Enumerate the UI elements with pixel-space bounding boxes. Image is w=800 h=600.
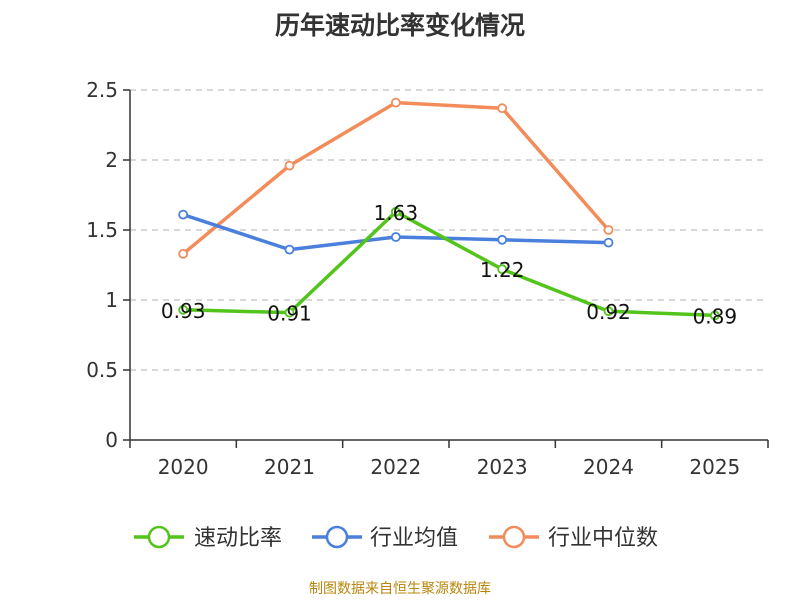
legend-swatch-marker xyxy=(502,525,526,549)
series-0-line xyxy=(183,210,715,318)
data-label: 1.22 xyxy=(480,258,525,282)
x-tick-label: 2025 xyxy=(689,455,740,479)
data-label: 0.93 xyxy=(161,299,206,323)
y-tick-label: 1.5 xyxy=(86,218,118,242)
series-2-point xyxy=(284,160,295,171)
series-1-point xyxy=(390,232,401,242)
series-0-point xyxy=(603,306,614,317)
legend: 速动比率 行业均值 行业中位数 xyxy=(134,525,658,551)
series-1-point xyxy=(603,237,614,248)
series-0-point xyxy=(390,206,401,217)
x-tick-label: 2020 xyxy=(158,455,209,479)
data-labels: 0.93 0.91 1.63 1.22 0.92 0.89 xyxy=(161,201,737,329)
x-tick-label: 2024 xyxy=(583,455,634,479)
series-1-point xyxy=(284,244,295,255)
y-tick-label: 2 xyxy=(105,148,118,172)
x-tick-label: 2022 xyxy=(370,455,421,479)
legend-label: 行业均值 xyxy=(370,526,458,551)
data-label: 0.89 xyxy=(693,304,738,328)
series-1-point xyxy=(497,234,508,245)
chart-title: 历年速动比率变化情况 xyxy=(274,11,525,40)
series-0-point xyxy=(497,264,508,275)
legend-label: 行业中位数 xyxy=(548,526,658,551)
series-2-point xyxy=(497,103,508,114)
axes: 0 0.5 1 1.5 2 2.5 2020 2021 2022 2023 2024 2025 xyxy=(86,78,769,479)
data-label: 0.91 xyxy=(267,302,312,326)
series-0-point xyxy=(284,307,295,318)
series-2-point xyxy=(178,248,189,259)
series-2-point xyxy=(390,97,401,108)
series-lines xyxy=(178,97,720,321)
legend-swatch-marker xyxy=(325,525,349,549)
y-tick-label: 0.5 xyxy=(86,358,118,382)
series-0-point xyxy=(178,304,189,315)
x-tick-label: 2021 xyxy=(264,455,315,479)
y-tick-label: 2.5 xyxy=(86,78,118,102)
legend-swatch-marker xyxy=(147,525,171,549)
gridlines xyxy=(130,89,768,371)
y-tick-label: 0 xyxy=(105,428,118,452)
series-1-point xyxy=(178,209,189,220)
y-tick-label: 1 xyxy=(105,288,118,312)
series-0-point xyxy=(709,310,720,321)
x-tick-label: 2023 xyxy=(477,455,528,479)
series-2-line xyxy=(182,100,610,256)
series-2-point xyxy=(603,225,614,235)
source-note: 制图数据来自恒生聚源数据库 xyxy=(309,581,491,597)
data-label: 0.92 xyxy=(586,300,631,324)
legend-label: 速动比率 xyxy=(194,526,282,551)
data-label: 1.63 xyxy=(374,201,419,225)
